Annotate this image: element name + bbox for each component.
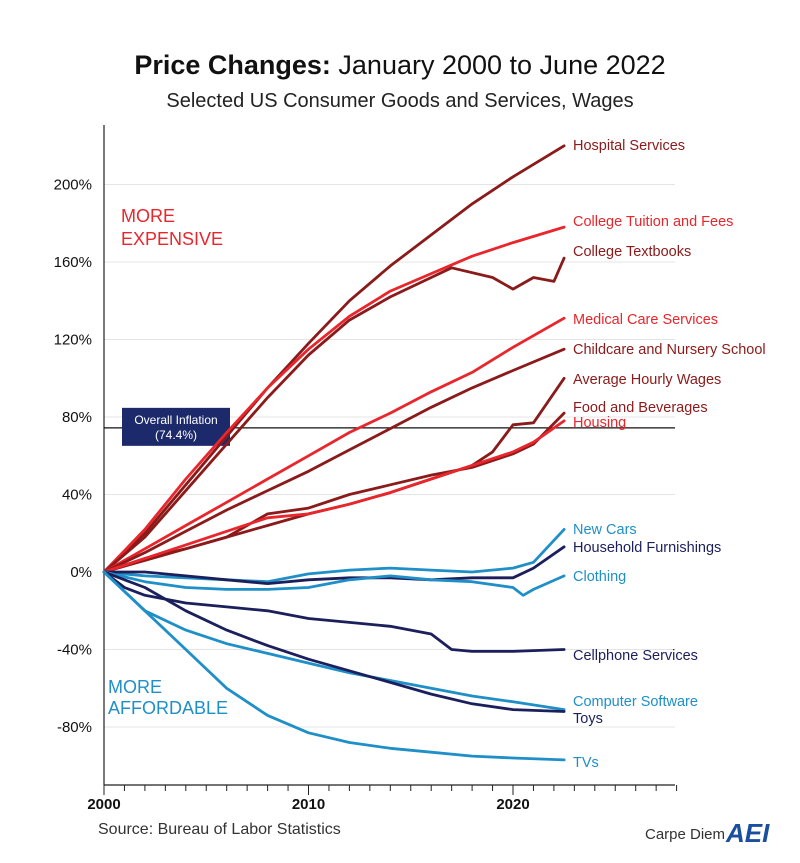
series-label-college-tuition-and-fees: College Tuition and Fees [573,214,733,230]
series-label-childcare-and-nursery-school: Childcare and Nursery School [573,342,766,358]
series-label-food-and-beverages: Food and Beverages [573,400,708,416]
annotation-more-affordable: MORE [108,677,162,697]
page-subtitle: Selected US Consumer Goods and Services,… [166,90,634,112]
source-note: Source: Bureau of Labor Statistics [98,821,341,838]
series-line-housing [102,419,566,574]
series-line-food-and-beverages [102,411,566,574]
page-title: Price Changes: January 2000 to June 2022 [0,50,800,81]
series-label-computer-software: Computer Software [573,694,698,710]
overall-inflation-box [122,407,230,446]
aei-logo: AEI [726,818,770,848]
series-line-hospital-services [102,144,566,574]
series-label-cellphone-services: Cellphone Services [573,648,698,664]
series-label-clothing: Clothing [573,569,626,585]
y-tick-label: 80% [62,409,92,426]
series-line-household-furnishings [102,545,566,585]
series-line-toys [102,570,566,713]
series-label-tvs: TVs [573,755,599,771]
brand-name: Carpe Diem [645,826,726,843]
annotation-more-expensive: MORE [121,206,175,226]
series-line-clothing [102,570,566,597]
series-line-college-tuition-and-fees [102,225,566,574]
y-tick-label: 160% [54,254,92,271]
series-label-average-hourly-wages: Average Hourly Wages [573,372,721,388]
series-line-college-textbooks [102,256,566,574]
title-bold: Price Changes: [134,50,331,80]
series-label-college-textbooks: College Textbooks [573,244,691,260]
series-label-household-furnishings: Household Furnishings [573,540,721,556]
x-tick-label: 2010 [292,796,325,813]
y-tick-label: -40% [57,642,92,659]
series-line-new-cars [102,528,566,584]
series-line-tvs [102,570,566,762]
annotation-more-expensive: EXPENSIVE [121,229,223,249]
title-rest: January 2000 to June 2022 [338,50,666,80]
y-tick-label: 40% [62,487,92,504]
overall-inflation-value: (74.4%) [155,428,197,442]
y-tick-label: 200% [54,177,92,194]
x-tick-label: 2020 [496,796,529,813]
series-line-cellphone-services [102,570,566,653]
overall-inflation-label: Overall Inflation [134,413,217,427]
x-tick-label: 2000 [87,796,120,813]
annotation-more-affordable: AFFORDABLE [108,698,228,718]
y-tick-label: 120% [54,332,92,349]
series-line-childcare-and-nursery-school [102,347,566,574]
series-label-medical-care-services: Medical Care Services [573,312,718,328]
series-label-toys: Toys [573,711,603,727]
series-label-hospital-services: Hospital Services [573,138,685,154]
series-label-new-cars: New Cars [573,522,637,538]
series-label-housing: Housing [573,415,626,431]
series-line-average-hourly-wages [102,376,566,574]
series-line-medical-care-services [102,316,566,574]
y-tick-label: 0% [70,564,92,581]
y-tick-label: -80% [57,719,92,736]
series-line-computer-software [102,570,566,711]
